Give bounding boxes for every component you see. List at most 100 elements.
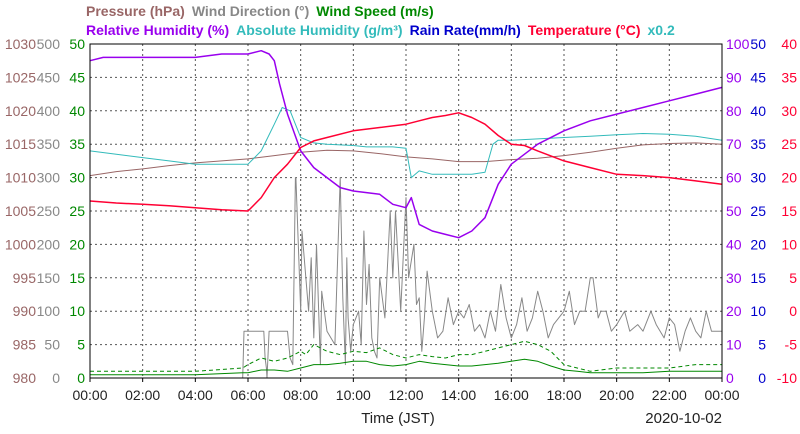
y-tick-label: 1005	[5, 203, 36, 219]
y-tick-label: 995	[13, 270, 37, 286]
series-pressure-hpa	[89, 142, 723, 177]
x-axis-label: Time (JST)	[361, 410, 435, 427]
y-tick-label: 30	[781, 103, 797, 119]
x-axis: 00:00 02:00 04:00 06:00 08:00 10:00 12:00 14:00…	[72, 378, 740, 403]
y-tick-label: 25	[750, 203, 766, 219]
y-tick-label: 5	[758, 337, 766, 353]
y-tick-label: 40	[726, 236, 742, 252]
y-tick-label: 100	[37, 303, 61, 319]
y-tick-label: 50	[750, 36, 766, 52]
y-tick-label: 10	[69, 303, 85, 319]
legend-item: Rain Rate(mm/h)	[410, 22, 521, 38]
x-tick-label: 20:00	[599, 387, 634, 403]
legend-item: Absolute Humidity (g/m³)	[236, 22, 402, 38]
y-tick-label: 1025	[5, 69, 36, 85]
legend-item: Pressure (hPa)	[86, 3, 185, 19]
y-tick-label: 30	[69, 170, 85, 186]
y-tick-label: 10	[781, 236, 797, 252]
series-wind-speed-m-s	[90, 358, 722, 376]
y-tick-label: 15	[69, 270, 85, 286]
legend: Pressure (hPa) Wind Direction (°) Wind Spe…	[86, 3, 675, 38]
y-axis-rain_rate: 0 5 10 15 20 25 30 35 40 45 50	[750, 36, 766, 386]
x-tick-label: 02:00	[125, 387, 160, 403]
y-tick-label: 1015	[5, 136, 36, 152]
y-tick-label: 15	[750, 270, 766, 286]
chart-date: 2020-10-02	[645, 410, 722, 427]
x-tick-label: 08:00	[283, 387, 318, 403]
x-tick-label: 14:00	[441, 387, 476, 403]
y-tick-label: 20	[69, 236, 85, 252]
y-tick-label: 350	[37, 136, 61, 152]
y-tick-label: 5	[77, 337, 85, 353]
y-tick-label: 150	[37, 270, 61, 286]
y-tick-label: 5	[789, 270, 797, 286]
y-axis-temperature: -10 -5 0 5 10 15 20 25 30 35 40	[777, 36, 797, 386]
series-absolute-humidity-g-m	[89, 107, 723, 179]
y-tick-label: 35	[69, 136, 85, 152]
y-tick-label: 980	[13, 370, 37, 386]
x-tick-label: 06:00	[230, 387, 265, 403]
series-wind-direction	[90, 177, 722, 379]
y-axis-wind_direction: 0 50 100 150 200 250 300 350 400 450 500	[37, 36, 61, 386]
y-tick-label: 450	[37, 69, 61, 85]
y-tick-label: 1020	[5, 103, 36, 119]
y-tick-label: 40	[750, 103, 766, 119]
y-tick-label: 0	[77, 370, 85, 386]
y-tick-label: 45	[69, 69, 85, 85]
y-tick-label: 985	[13, 337, 37, 353]
y-tick-label: 30	[726, 270, 742, 286]
x-tick-label: 18:00	[546, 387, 581, 403]
y-tick-label: 0	[789, 303, 797, 319]
series-relative-humidity	[89, 49, 723, 239]
legend-item: Relative Humidity (%)	[86, 22, 229, 38]
y-axes: 9809859909951000100510101015102010251030…	[5, 36, 797, 386]
y-axis-pressure: 980 985 990 995 1000 1005 1010 1015 1020 1025 1030	[5, 36, 36, 386]
plot-grid	[90, 44, 722, 378]
y-tick-label: 50	[69, 36, 85, 52]
legend-row-2: Relative Humidity (%) Absolute Humidity (…	[86, 22, 675, 38]
legend-item: Temperature (°C)	[528, 22, 641, 38]
y-tick-label: -5	[785, 337, 798, 353]
x-tick-label: 00:00	[72, 387, 107, 403]
x-tick-label: 00:00	[704, 387, 739, 403]
y-tick-label: 200	[37, 236, 61, 252]
y-tick-label: 300	[37, 170, 61, 186]
y-tick-label: 25	[69, 203, 85, 219]
y-tick-label: 500	[37, 36, 61, 52]
y-tick-label: 20	[726, 303, 742, 319]
y-tick-label: 1030	[5, 36, 36, 52]
series-temperature-c	[89, 112, 723, 212]
y-tick-label: 35	[781, 69, 797, 85]
x-tick-label: 16:00	[494, 387, 529, 403]
y-tick-label: -10	[777, 370, 797, 386]
y-tick-label: 990	[13, 303, 37, 319]
y-tick-label: 400	[37, 103, 61, 119]
y-tick-label: 35	[750, 136, 766, 152]
y-tick-label: 60	[726, 170, 742, 186]
y-tick-label: 50	[44, 337, 60, 353]
legend-item: Wind Speed (m/s)	[316, 3, 433, 19]
series-wind-speed-gust-m-s	[90, 340, 722, 372]
y-tick-label: 1000	[5, 236, 36, 252]
y-tick-label: 15	[781, 203, 797, 219]
y-axis-wind_speed: 0 5 10 15 20 25 30 35 40 45 50	[69, 36, 85, 386]
y-tick-label: 20	[750, 236, 766, 252]
x-tick-label: 22:00	[652, 387, 687, 403]
x-tick-label: 12:00	[388, 387, 423, 403]
x-tick-label: 10:00	[336, 387, 371, 403]
y-tick-label: 10	[726, 337, 742, 353]
legend-item: Wind Direction (°)	[192, 3, 309, 19]
y-tick-label: 40	[781, 36, 797, 52]
y-tick-label: 250	[37, 203, 61, 219]
legend-row-1: Pressure (hPa) Wind Direction (°) Wind Spe…	[86, 3, 434, 19]
legend-item: x0.2	[648, 22, 675, 38]
y-tick-label: 100	[726, 36, 750, 52]
y-tick-label: 25	[781, 136, 797, 152]
y-tick-label: 30	[750, 170, 766, 186]
y-tick-label: 0	[52, 370, 60, 386]
y-tick-label: 90	[726, 69, 742, 85]
x-tick-label: 04:00	[178, 387, 213, 403]
y-tick-label: 10	[750, 303, 766, 319]
y-tick-label: 0	[758, 370, 766, 386]
